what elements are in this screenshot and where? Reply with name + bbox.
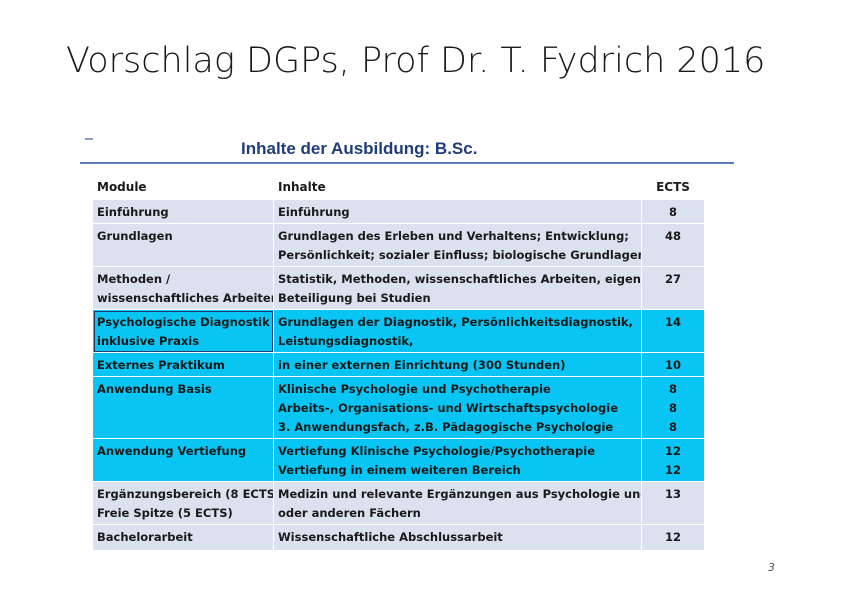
module-cell-highlighted: Psychologische Diagnostik inklusive Praxi… [92,309,274,353]
ects-cell: 27 [641,266,705,310]
ects-cell: 13 [641,481,705,525]
curriculum-table: Module Inhalte ECTS Einführung Einführun… [92,174,705,551]
ects-cell: 10 [641,352,705,377]
inhalte-cell: Vertiefung Klinische Psychologie/Psychot… [273,438,642,482]
inhalte-cell: Statistik, Methoden, wissenschaftliches … [273,266,642,310]
table-row: Anwendung Basis Klinische Psychologie un… [92,376,705,439]
inhalte-cell: in einer externen Einrichtung (300 Stund… [273,352,642,377]
heading-divider [80,162,734,164]
module-cell: Methoden / wissenschaftliches Arbeiten [92,266,274,310]
table-heading: Inhalte der Ausbildung: B.Sc. [241,139,478,158]
table-row: Grundlagen Grundlagen des Erleben und Ve… [92,223,705,267]
column-header-ects: ECTS [641,174,705,200]
module-cell: Anwendung Vertiefung [92,438,274,482]
table-row: Psychologische Diagnostik inklusive Praxi… [92,309,705,353]
decorative-tick [85,138,93,140]
ects-cell: 12 [641,524,705,551]
module-cell: Bachelorarbeit [92,524,274,551]
page-number: 3 [768,561,775,574]
slide-title: Vorschlag DGPs, Prof Dr. T. Fydrich 2016 [66,41,766,81]
module-cell: Ergänzungsbereich (8 ECTS) Freie Spitze (… [92,481,274,525]
inhalte-cell: Wissenschaftliche Abschlussarbeit [273,524,642,551]
table-row: Methoden / wissenschaftliches Arbeiten St… [92,266,705,310]
ects-cell: 8 [641,199,705,224]
ects-cell: 14 [641,309,705,353]
ects-cell: 48 [641,223,705,267]
table-row: Externes Praktikum in einer externen Ein… [92,352,705,377]
ects-cell: 12 12 [641,438,705,482]
inhalte-cell: Medizin und relevante Ergänzungen aus Ps… [273,481,642,525]
inhalte-cell: Grundlagen des Erleben und Verhaltens; E… [273,223,642,267]
inhalte-cell: Grundlagen der Diagnostik, Persönlichkei… [273,309,642,353]
table-row: Anwendung Vertiefung Vertiefung Klinisch… [92,438,705,482]
column-header-inhalte: Inhalte [273,174,642,200]
inhalte-cell: Klinische Psychologie und Psychotherapie… [273,376,642,439]
table-header-row: Module Inhalte ECTS [92,174,705,200]
module-cell: Grundlagen [92,223,274,267]
table-row: Ergänzungsbereich (8 ECTS) Freie Spitze (… [92,481,705,525]
table-row: Einführung Einführung 8 [92,199,705,224]
module-cell: Externes Praktikum [92,352,274,377]
table-row: Bachelorarbeit Wissenschaftliche Abschlu… [92,524,705,551]
inhalte-cell: Einführung [273,199,642,224]
module-cell: Einführung [92,199,274,224]
column-header-module: Module [92,174,274,200]
module-cell: Anwendung Basis [92,376,274,439]
